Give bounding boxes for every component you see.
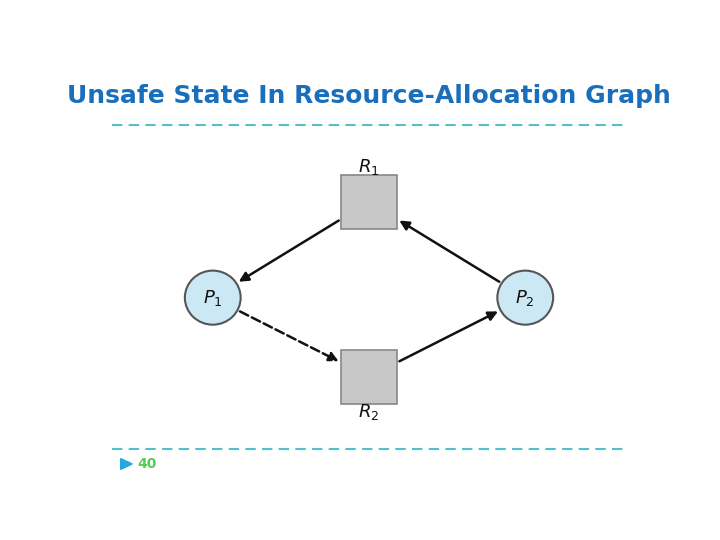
Text: 40: 40: [138, 457, 157, 471]
Ellipse shape: [498, 271, 553, 325]
Text: $R_1$: $R_1$: [359, 157, 379, 177]
FancyBboxPatch shape: [341, 175, 397, 229]
Text: Unsafe State In Resource-Allocation Graph: Unsafe State In Resource-Allocation Grap…: [67, 84, 671, 108]
Text: $P_1$: $P_1$: [203, 288, 222, 308]
Text: $R_2$: $R_2$: [359, 402, 379, 422]
FancyBboxPatch shape: [341, 349, 397, 404]
Polygon shape: [121, 458, 132, 469]
Text: $P_2$: $P_2$: [516, 288, 535, 308]
Ellipse shape: [185, 271, 240, 325]
